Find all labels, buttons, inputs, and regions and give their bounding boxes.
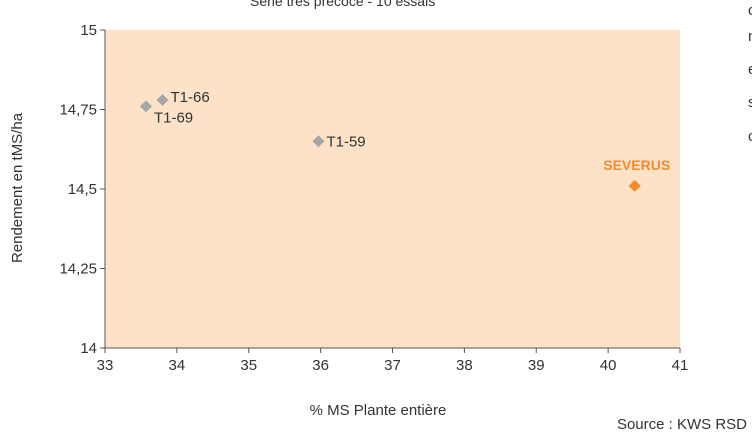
point-t1-69 bbox=[139, 100, 152, 113]
point-t1-59 bbox=[312, 135, 325, 148]
x-tick-label: 37 bbox=[384, 357, 401, 374]
side-letter: c bbox=[748, 128, 752, 145]
x-tick-label: 34 bbox=[169, 357, 186, 374]
data-points: T1-66 T1-69 T1-59 SEVERUS bbox=[139, 89, 670, 192]
x-tick-label: 39 bbox=[528, 357, 545, 374]
x-tick-label: 41 bbox=[672, 357, 689, 374]
chart-title: Série très précoce - 10 essais bbox=[250, 0, 436, 9]
axes bbox=[100, 29, 681, 353]
x-tick-label: 36 bbox=[312, 357, 329, 374]
side-letter: n bbox=[748, 28, 752, 45]
side-letter: s bbox=[748, 94, 752, 111]
point-label-t1-66: T1-66 bbox=[171, 89, 210, 106]
point-label-t1-59: T1-59 bbox=[326, 133, 365, 150]
point-t1-66 bbox=[156, 93, 169, 106]
x-tick-label: 33 bbox=[97, 357, 114, 374]
point-label-t1-69: T1-69 bbox=[154, 109, 193, 126]
y-tick-label: 14,75 bbox=[59, 102, 97, 119]
y-tick-label: 14 bbox=[80, 340, 97, 357]
x-tick-label: 38 bbox=[456, 357, 473, 374]
side-letter: c bbox=[748, 2, 752, 19]
y-tick-label: 14,5 bbox=[68, 181, 97, 198]
x-axis-label: % MS Plante entière bbox=[310, 402, 447, 419]
source-note: Source : KWS RSD bbox=[616, 416, 747, 433]
y-tick-label: 14,25 bbox=[59, 261, 97, 278]
point-label-severus: SEVERUS bbox=[603, 157, 670, 173]
y-axis-label: Rendement en tMS/ha bbox=[9, 112, 26, 263]
y-tick-label: 15 bbox=[80, 22, 97, 39]
x-tick-label: 40 bbox=[600, 357, 617, 374]
tick-labels: 33 34 35 36 37 38 39 40 41 14 14,25 14,5 14,75 15 bbox=[59, 22, 688, 374]
plot-area bbox=[105, 30, 680, 348]
side-letter: e bbox=[748, 61, 752, 78]
point-severus bbox=[628, 179, 641, 192]
x-tick-label: 35 bbox=[240, 357, 257, 374]
